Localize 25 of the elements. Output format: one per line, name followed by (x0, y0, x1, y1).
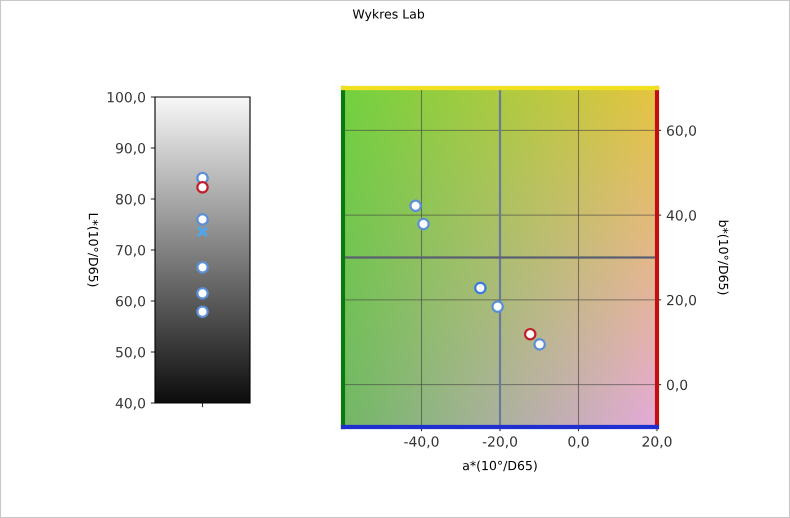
x-tick-label: 20,0 (642, 436, 672, 448)
y-tick-label: 100,0 (108, 92, 146, 104)
y-axis-title: L*(10°/D65) (87, 214, 98, 286)
y-tick-label: 40,0 (666, 210, 696, 222)
x-tick-label: 0,0 (568, 436, 589, 448)
point (524, 328, 536, 340)
y-tick-label: 0,0 (666, 380, 688, 392)
point (417, 218, 430, 230)
y-tick-label: 50,0 (116, 346, 146, 359)
y-axis-title: b*(10°/D65) (717, 220, 728, 294)
x-axis-title: a*(10°/D65) (462, 460, 537, 472)
y-tick-label: 60,0 (667, 125, 696, 138)
y-tick-label: 20,0 (667, 294, 696, 307)
y-tick-label: 90,0 (116, 142, 146, 155)
point (409, 200, 422, 212)
point (491, 300, 504, 313)
x-tick-label: -20,0 (482, 436, 518, 448)
chart-title: Wykres Lab (352, 9, 424, 22)
point (533, 338, 546, 351)
x-tick-label: -40,0 (404, 436, 439, 448)
y-tick-label: 80,0 (116, 194, 146, 206)
point (474, 282, 487, 294)
y-tick-label: 60,0 (116, 296, 146, 308)
y-tick-label: 70,0 (116, 244, 146, 257)
y-tick-label: 40,0 (116, 398, 146, 410)
